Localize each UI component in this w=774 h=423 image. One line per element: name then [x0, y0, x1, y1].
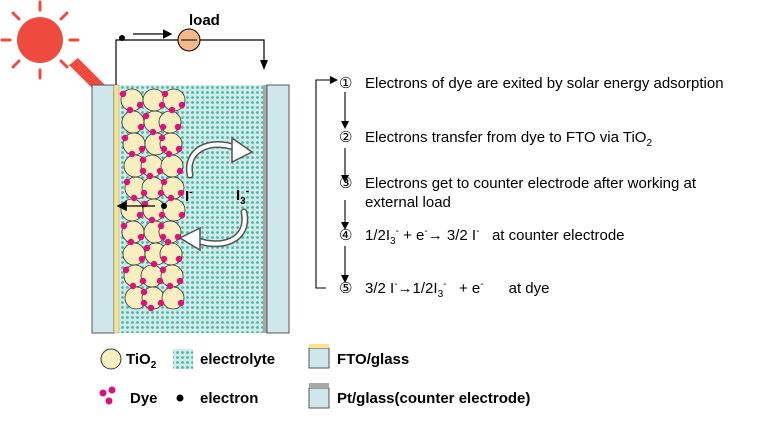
dye-dot: [157, 222, 165, 230]
dye-dot: [168, 106, 176, 114]
dye-dot: [159, 266, 167, 274]
dye-dot: [159, 233, 167, 241]
dye-dot: [161, 90, 169, 98]
dye-dot: [146, 172, 154, 180]
sun-icon: [0, 0, 80, 80]
dye-dot: [174, 233, 182, 241]
tio2-dye-particles: [119, 88, 186, 312]
step-flow-arrowheads: [330, 76, 349, 283]
dye-dot: [137, 233, 145, 241]
dye-dot: [136, 211, 144, 219]
dye-dot: [157, 299, 165, 307]
dye-dot: [178, 211, 186, 219]
dye-dot: [160, 255, 168, 263]
counter-glass-right: [266, 84, 290, 334]
dye-dot: [167, 194, 175, 202]
legend-tio2-icon: [100, 348, 122, 370]
dye-dot: [158, 211, 166, 219]
dye-dot: [165, 150, 173, 158]
dye-dot: [164, 238, 172, 246]
dye-dot: [143, 244, 151, 252]
dye-dot: [126, 106, 134, 114]
dye-dot: [178, 101, 186, 109]
dye-dot: [160, 145, 168, 153]
dye-dot: [166, 282, 174, 290]
legend-dye-icon: [99, 386, 116, 405]
dye-dot: [156, 167, 164, 175]
dye-dot: [128, 150, 136, 158]
iodide-ion-label: I-: [185, 187, 193, 205]
circuit-electron-dot: [119, 35, 125, 41]
dye-dot: [121, 134, 129, 142]
dye-dot: [129, 282, 137, 290]
dye-dot: [139, 156, 147, 164]
legend-fto-swatch: [308, 347, 330, 369]
step-flow-arrows: [315, 79, 346, 289]
dye-dot: [142, 112, 150, 120]
legend-fto-label: FTO/glass: [337, 351, 410, 368]
dye-dot: [160, 178, 168, 186]
step-3: ③ Electrons get to counter electrode afte…: [339, 174, 697, 211]
dye-dot: [177, 299, 185, 307]
dye-dot: [149, 128, 157, 136]
dye-dot: [150, 260, 158, 268]
dye-dot: [140, 299, 148, 307]
dye-dot: [147, 304, 155, 312]
dye-dot: [157, 189, 165, 197]
step-5: ⑤ 3/2 I-→1/2I3- + e- at dye: [339, 279, 550, 300]
dye-dot: [139, 167, 147, 175]
dye-dot: [137, 123, 145, 131]
dye-dot: [140, 288, 148, 296]
dye-dot: [122, 266, 130, 274]
fto-layer: [113, 84, 120, 334]
legend-electron-icon: [176, 394, 184, 402]
fto-glass-left: [91, 84, 115, 334]
dye-dot: [176, 167, 184, 175]
external-circuit: [115, 39, 265, 85]
dye-dot: [158, 134, 166, 142]
dye-dot: [138, 145, 146, 153]
dye-dot: [130, 194, 138, 202]
dye-dot: [120, 222, 128, 230]
dye-dot: [175, 145, 183, 153]
cell-electron-dot: [161, 203, 167, 209]
legend-dye-label: Dye: [130, 390, 158, 407]
load-label: load: [189, 12, 220, 29]
legend-electron-label: electron: [200, 390, 259, 407]
dye-dot: [175, 255, 183, 263]
legend-pt-label: Pt/glass(counter electrode): [337, 390, 531, 407]
dye-dot: [148, 216, 156, 224]
dye-dot: [127, 238, 135, 246]
step-4: ④ 1/2I3- + e-→ 3/2 I- at counter electrod…: [339, 226, 625, 247]
dye-dot: [156, 277, 164, 285]
cycle-arrows-inner: [187, 142, 247, 246]
triiodide-ion-label: I3-: [236, 186, 250, 207]
dye-dot: [139, 277, 147, 285]
dye-dot: [119, 90, 127, 98]
step-2: ② Electrons transfer from dye to FTO via …: [339, 128, 653, 149]
dye-dot: [174, 123, 182, 131]
dye-dot: [136, 101, 144, 109]
dye-dot: [159, 123, 167, 131]
legend-electrolyte-label: electrolyte: [200, 351, 276, 368]
legend-electrolyte-swatch: [173, 349, 193, 369]
legend-tio2-label: TiO2: [126, 351, 157, 371]
legend-pt-swatch: [308, 387, 330, 409]
pt-layer: [263, 85, 267, 333]
dye-dot: [176, 277, 184, 285]
dye-dot: [177, 189, 185, 197]
dye-dot: [140, 189, 148, 197]
dye-dot: [123, 178, 131, 186]
step-1: ① Electrons of dye are exited by solar en…: [339, 74, 724, 92]
dye-dot: [158, 101, 166, 109]
dye-dot: [138, 255, 146, 263]
